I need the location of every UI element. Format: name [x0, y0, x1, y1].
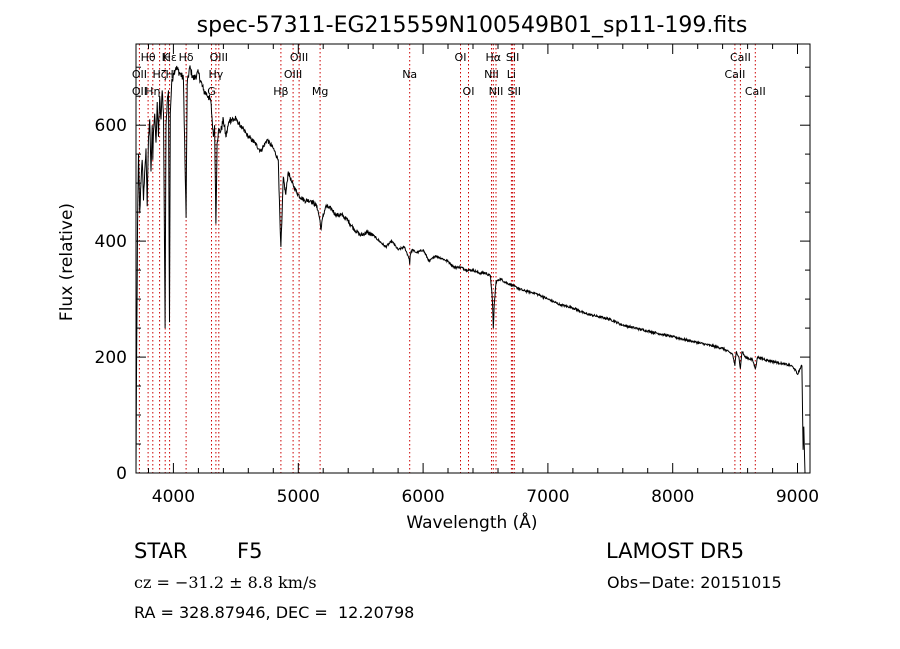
line-annotation: K: [162, 51, 170, 64]
line-annotation: Hα: [486, 51, 502, 64]
line-annotation: Na: [402, 68, 417, 81]
line-annotation: CaII: [730, 51, 751, 64]
y-tick-label: 400: [95, 232, 127, 252]
line-annotation: NII: [484, 68, 499, 81]
x-axis: 4000 5000 6000 7000 8000 9000: [148, 44, 819, 507]
x-tick-label: 8000: [651, 487, 694, 507]
redshift-text: cz = −31.2 ± 8.8 km/s: [134, 573, 317, 592]
survey-name: LAMOST DR5: [606, 539, 745, 563]
x-tick-label: 5000: [277, 487, 320, 507]
line-markers: [138, 44, 756, 473]
x-tick-label: 4000: [152, 487, 195, 507]
line-annotation: Li: [507, 68, 516, 81]
line-annotation: Hδ: [179, 51, 194, 64]
line-annotation: Hε: [163, 51, 177, 64]
x-tick-label: 6000: [401, 487, 444, 507]
line-annotation: Hη: [145, 85, 160, 98]
x-axis-label: Wavelength (Å): [406, 511, 537, 533]
coordinates: RA = 328.87946, DEC = 12.20798: [134, 603, 415, 622]
line-annotation: Hβ: [273, 85, 288, 98]
line-annotation: CaII: [724, 68, 745, 81]
y-axis: 0 200 400 600: [95, 66, 810, 484]
y-tick-label: 0: [116, 464, 127, 484]
y-tick-label: 600: [95, 116, 127, 136]
line-annotation: H: [165, 68, 173, 81]
line-annotation: CaII: [745, 85, 766, 98]
x-tick-label: 7000: [526, 487, 569, 507]
line-annotations: HδHεHβHγHηHθHζHαKHGOIIOIIOIIIOIIIOIIIMgN…: [132, 51, 766, 98]
line-annotation: SII: [508, 85, 521, 98]
plot-frame: [135, 43, 811, 474]
line-annotation: Hθ: [141, 51, 156, 64]
line-annotation: Mg: [312, 85, 328, 98]
line-annotation: OII: [132, 68, 147, 81]
spectrum-series-line: [135, 65, 806, 474]
line-annotation: Hγ: [209, 68, 224, 81]
line-annotation: NII: [489, 85, 504, 98]
line-annotation: OIII: [290, 51, 308, 64]
line-annotation: OI: [463, 85, 475, 98]
line-annotation: OIII: [210, 51, 228, 64]
y-tick-label: 200: [95, 348, 127, 368]
line-annotation: OI: [455, 51, 467, 64]
x-tick-label: 9000: [776, 487, 819, 507]
line-annotation: OIII: [284, 68, 302, 81]
obs-date: Obs−Date: 20151015: [607, 573, 782, 592]
line-annotation: SII: [506, 51, 519, 64]
line-annotation: G: [207, 85, 216, 98]
line-annotation: Hζ: [152, 68, 166, 81]
object-class: STAR: [134, 539, 188, 563]
object-subclass: F5: [237, 539, 263, 563]
y-axis-label: Flux (relative): [57, 203, 77, 321]
chart-title: spec-57311-EG215559N100549B01_sp11-199.f…: [197, 13, 748, 38]
